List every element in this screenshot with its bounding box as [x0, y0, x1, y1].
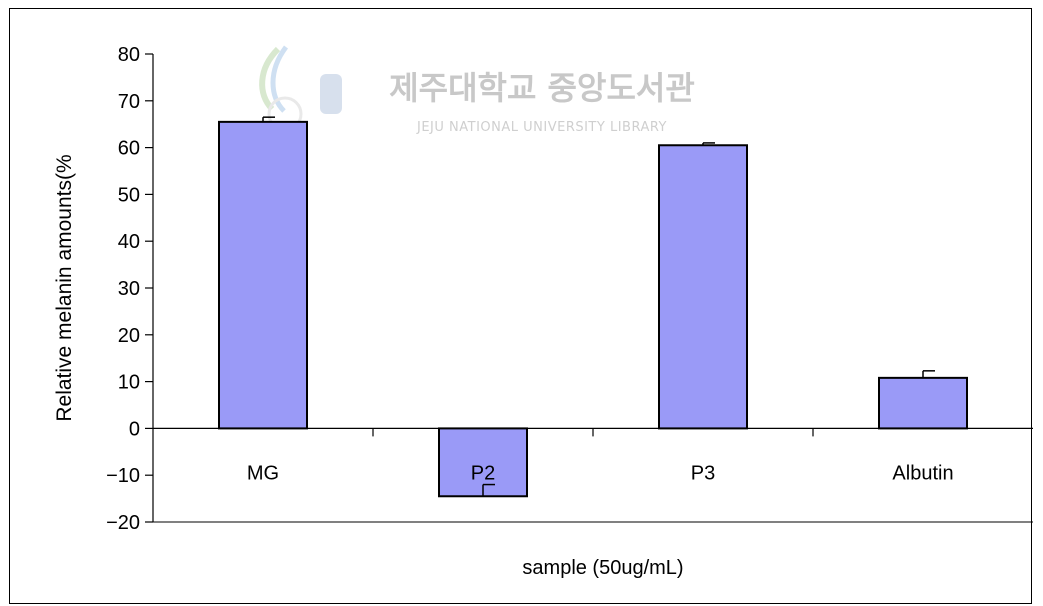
x-axis-label: sample (50ug/mL): [522, 557, 683, 579]
bar-chart: 제주대학교 중앙도서관 JEJU NATIONAL UNIVERSITY LIB…: [53, 44, 1033, 579]
y-tick-label: 50: [118, 184, 140, 206]
library-logo-watermark: [259, 45, 342, 132]
bar-albutin: [878, 376, 968, 430]
y-axis-label: Relative melanin amounts(%: [53, 154, 76, 421]
y-tick-label: −20: [106, 512, 140, 534]
y-tick-label: 20: [118, 325, 140, 347]
x-tick-label-p3: P3: [691, 462, 715, 484]
x-tick-label-mg: MG: [247, 462, 279, 484]
x-tick-label-p2: P2: [471, 462, 495, 484]
axes-layer: [145, 53, 1033, 523]
tick-labels-layer: 80 70 60 50 40 30 20 10 0 −10 −20 MG P2 P3 Albutin: [106, 44, 954, 534]
watermark-title: 제주대학교 중앙도서관: [389, 69, 695, 107]
bar-mg: [218, 120, 308, 430]
y-tick-label: 60: [118, 138, 140, 160]
y-tick-label: 0: [129, 418, 140, 440]
y-tick-label: 40: [118, 231, 140, 253]
watermark-subtitle: JEJU NATIONAL UNIVERSITY LIBRARY: [416, 120, 667, 135]
bar-p3: [658, 144, 748, 430]
y-tick-label: −10: [106, 465, 140, 487]
y-tick-label: 10: [118, 372, 140, 394]
y-tick-label: 80: [118, 44, 140, 66]
chart-frame: 제주대학교 중앙도서관 JEJU NATIONAL UNIVERSITY LIB…: [9, 8, 1033, 604]
bars-layer: [218, 116, 968, 498]
y-tick-label: 30: [118, 278, 140, 300]
x-tick-label-albutin: Albutin: [892, 462, 953, 484]
y-tick-label: 70: [118, 91, 140, 113]
